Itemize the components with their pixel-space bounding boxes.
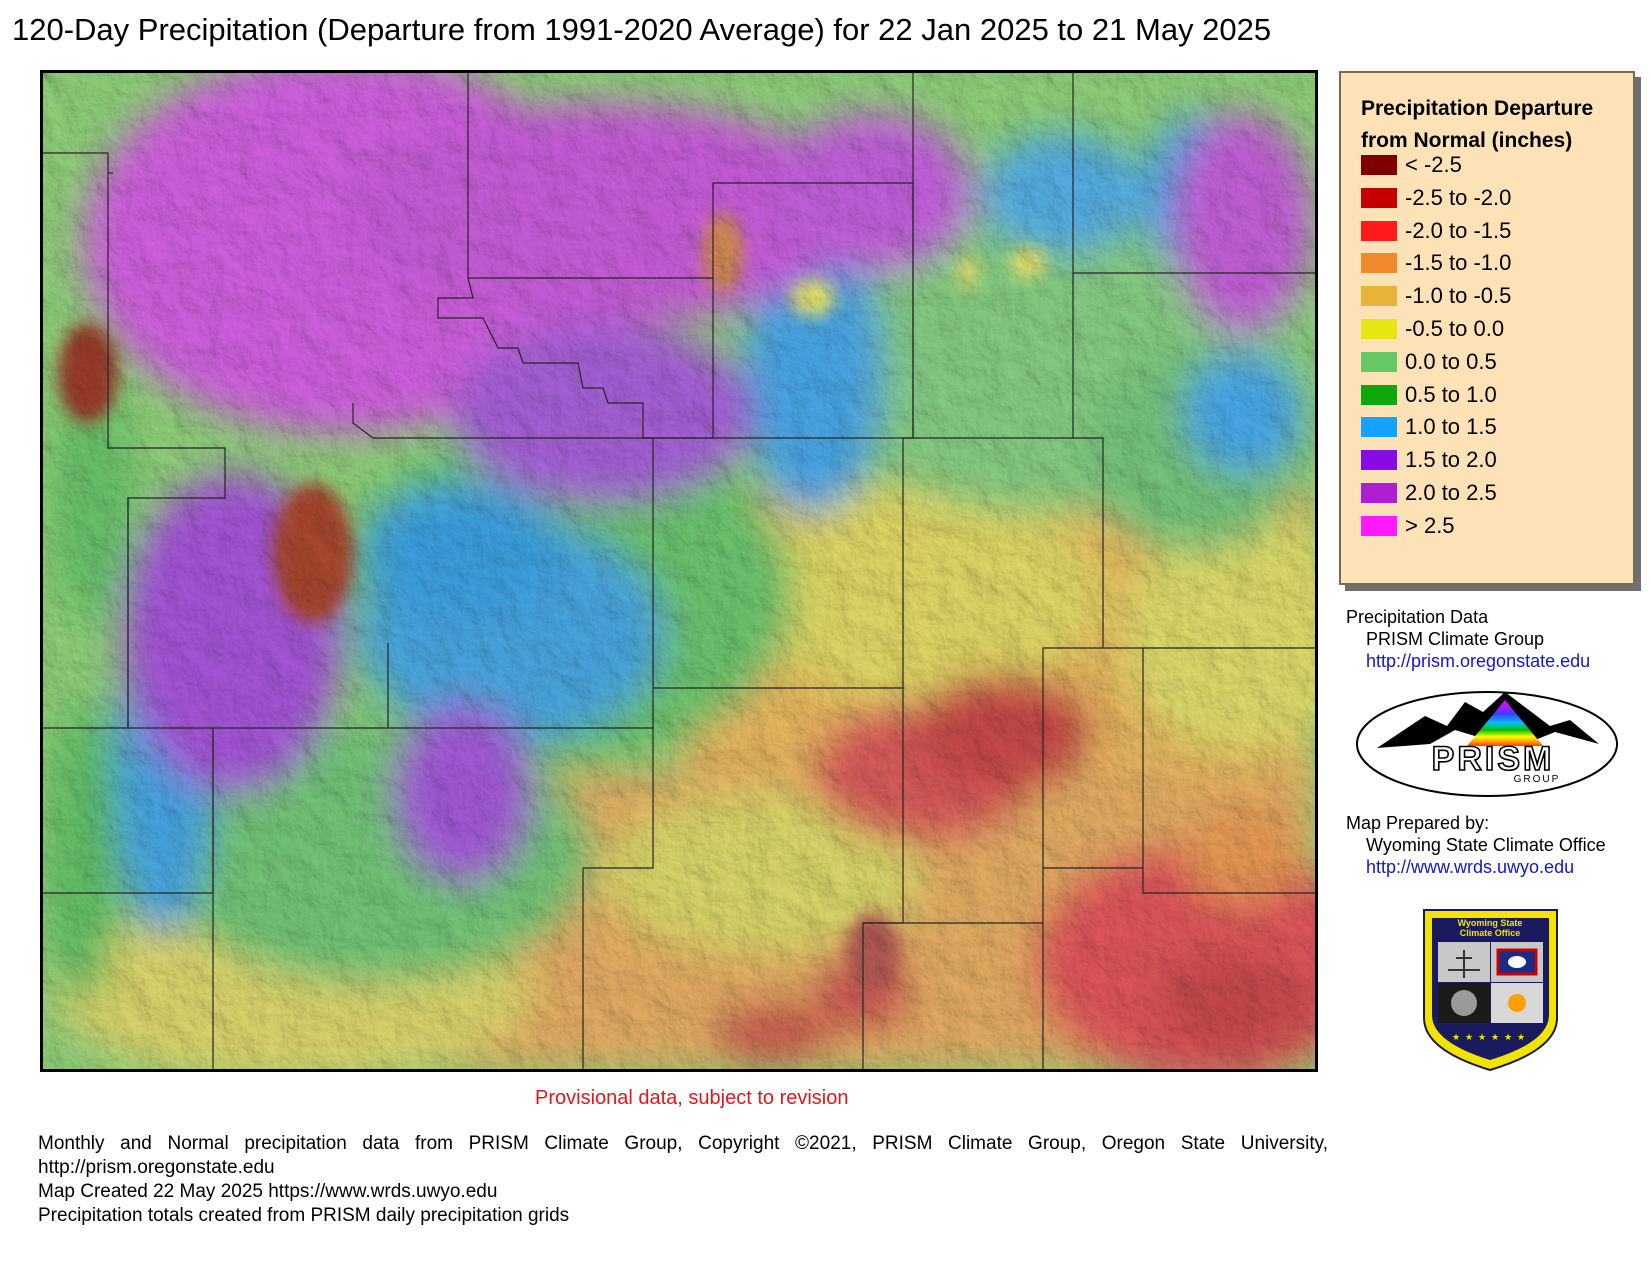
prepared-by-name: Wyoming State Climate Office — [1366, 835, 1606, 855]
wsco-title-line2: Climate Office — [1460, 928, 1521, 938]
svg-text:★: ★ — [1478, 1033, 1486, 1043]
legend-swatch — [1361, 155, 1397, 175]
legend-item: -2.0 to -1.5 — [1361, 217, 1511, 245]
legend-title-line1: Precipitation Departure — [1361, 97, 1594, 120]
legend-item: -2.5 to -2.0 — [1361, 184, 1511, 212]
svg-text:★: ★ — [1517, 1033, 1525, 1043]
wyoming-state-climate-office-logo: Wyoming State Climate Office ★ ★ ★ ★ ★ ★ — [1423, 909, 1558, 1072]
legend-item: < -2.5 — [1361, 151, 1462, 179]
legend-swatch — [1361, 515, 1397, 536]
legend-item: 0.0 to 0.5 — [1361, 348, 1497, 376]
legend-swatch — [1361, 450, 1397, 471]
prism-logo-text: PRISM — [1432, 740, 1555, 778]
legend-label: -1.5 to -1.0 — [1405, 250, 1512, 276]
terrain-shading — [43, 73, 1315, 1069]
legend-label: 0.0 to 0.5 — [1405, 348, 1497, 374]
legend-item: -0.5 to 0.0 — [1361, 315, 1504, 343]
legend-label: 1.0 to 1.5 — [1405, 414, 1497, 440]
wsco-bison — [1508, 956, 1526, 968]
svg-text:★: ★ — [1504, 1033, 1512, 1043]
legend-item: 0.5 to 1.0 — [1361, 381, 1497, 409]
county-boundaries — [43, 73, 1315, 1069]
prism-rainbow-triangle — [1467, 700, 1543, 746]
legend-label: -0.5 to 0.0 — [1405, 316, 1505, 341]
legend-item: 1.0 to 1.5 — [1361, 413, 1497, 441]
legend-item: -1.0 to -0.5 — [1361, 282, 1511, 310]
prepared-by-heading: Map Prepared by: — [1346, 813, 1490, 833]
prism-logo-subtext: GROUP — [1514, 774, 1561, 785]
map-title: 120-Day Precipitation (Departure from 19… — [12, 12, 1272, 47]
footer-line-2: http://prism.oregonstate.edu — [38, 1157, 275, 1178]
legend-label: -1.0 to -0.5 — [1405, 283, 1512, 309]
wsco-sun-icon — [1508, 994, 1526, 1012]
footer-line-4: Precipitation totals created from PRISM … — [38, 1205, 570, 1226]
legend-label: -2.5 to -2.0 — [1405, 184, 1512, 210]
svg-text:★: ★ — [1465, 1033, 1473, 1043]
data-credit: Precipitation Data PRISM Climate Group h… — [1346, 606, 1590, 672]
prepared-by-credit: Map Prepared by: Wyoming State Climate O… — [1346, 812, 1606, 878]
data-credit-link[interactable]: http://prism.oregonstate.edu — [1366, 651, 1591, 671]
footer-line-1: Monthly and Normal precipitation data fr… — [38, 1133, 1328, 1154]
data-credit-source: PRISM Climate Group — [1366, 629, 1545, 649]
legend-swatch — [1361, 417, 1397, 438]
legend-panel: Precipitation Departure from Normal (inc… — [1339, 71, 1635, 585]
footer-credits: Monthly and Normal precipitation data fr… — [38, 1132, 1328, 1228]
prism-mountains — [1377, 692, 1599, 748]
wsco-stars: ★ ★ ★ ★ ★ ★ — [1452, 1033, 1525, 1043]
precipitation-map-canvas — [43, 73, 1315, 1069]
footer-line-3: Map Created 22 May 2025 https://www.wrds… — [38, 1181, 498, 1202]
svg-text:★: ★ — [1491, 1033, 1499, 1043]
legend-item: -1.5 to -1.0 — [1361, 249, 1511, 277]
legend-swatch — [1361, 319, 1397, 339]
legend-label: 0.5 to 1.0 — [1405, 381, 1497, 407]
legend-swatch — [1361, 187, 1397, 208]
legend-swatch — [1361, 253, 1397, 274]
wsco-moon-icon — [1451, 990, 1477, 1016]
legend-label: > 2.5 — [1405, 512, 1455, 538]
wsco-weathervane-icon — [1448, 950, 1480, 978]
legend-label: -2.0 to -1.5 — [1405, 217, 1512, 243]
legend-title-line2: from Normal (inches) — [1361, 129, 1573, 152]
wsco-title-line1: Wyoming State — [1458, 918, 1523, 928]
precipitation-map[interactable] — [40, 70, 1318, 1072]
legend-swatch — [1361, 220, 1397, 241]
legend-swatch — [1361, 384, 1397, 405]
legend-item: 1.5 to 2.0 — [1361, 446, 1497, 474]
legend-item: 2.0 to 2.5 — [1361, 479, 1497, 507]
legend-label: 1.5 to 2.0 — [1405, 447, 1497, 473]
legend-swatch — [1361, 483, 1397, 503]
legend-swatch — [1361, 286, 1397, 307]
svg-text:★: ★ — [1452, 1033, 1460, 1043]
legend-label: 2.0 to 2.5 — [1405, 480, 1497, 505]
wsco-flag — [1496, 948, 1538, 976]
legend-swatch — [1361, 351, 1397, 372]
prism-group-logo: PRISM GROUP — [1356, 691, 1618, 797]
data-credit-heading: Precipitation Data — [1346, 607, 1489, 627]
legend-label: < -2.5 — [1405, 152, 1462, 177]
provisional-notice: Provisional data, subject to revision — [535, 1087, 849, 1109]
legend-title: Precipitation Departure from Normal (inc… — [1361, 93, 1631, 157]
prepared-by-link[interactable]: http://www.wrds.uwyo.edu — [1366, 857, 1575, 877]
legend-item: > 2.5 — [1361, 512, 1455, 540]
